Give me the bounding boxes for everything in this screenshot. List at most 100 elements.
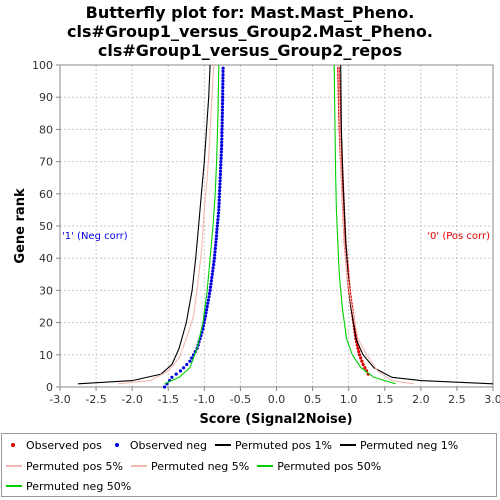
data-point [219,156,223,160]
legend-label: Permuted pos 50% [277,459,382,473]
y-tick-label: 100 [32,59,53,72]
x-tick-label: -1.0 [194,393,215,406]
data-point [214,237,218,241]
data-point [209,282,213,286]
data-point [215,224,219,228]
data-point [215,230,219,234]
legend-label: Permuted neg 1% [360,438,459,452]
data-point [208,285,213,289]
y-tick-label: 60 [39,188,53,201]
data-point [218,176,222,180]
y-tick-label: 40 [39,252,53,265]
data-point [221,73,225,77]
data-point [209,279,213,283]
data-point [220,124,224,128]
y-axis-label: Gene rank [13,188,28,264]
data-point [216,214,220,218]
legend-line-icon [130,461,147,471]
legend-line-icon [6,481,22,491]
series-line-permuted-pos-50 [333,64,396,385]
data-point [211,269,215,273]
data-point [211,266,215,270]
data-point [188,359,192,363]
data-point [221,69,225,73]
data-point [219,147,224,151]
data-point [219,163,223,167]
legend-row-3: Permuted neg 50% [6,477,139,495]
data-point [221,98,225,102]
data-point [214,234,219,238]
data-point [219,150,223,154]
y-tick-label: 30 [39,284,53,297]
x-axis-label: Score (Signal2Noise) [199,412,352,427]
grid-lines [59,64,494,388]
legend-observed-pos: Observed pos [6,439,102,452]
data-point [213,250,217,254]
data-point [203,314,207,318]
axis-ticks: -3.0 -2.5 -2.0 -1.5 -1.0 -0.5 0.0 0.5 1.0 1.5 2.0 2… [32,59,500,406]
legend-permuted-pos-5: Permuted pos 5% [6,460,123,473]
data-point [219,166,223,170]
legend-permuted-neg-1: Permuted neg 1% [340,439,458,452]
legend-row-2: Permuted pos 5% Permuted neg 5% Permuted… [6,457,389,475]
data-point [214,240,218,244]
data-point [356,346,360,350]
data-point [221,66,225,70]
data-point [220,118,224,122]
x-tick-label: -2.5 [85,393,106,406]
legend-permuted-neg-5: Permuted neg 5% [130,460,249,473]
data-point [207,295,211,299]
data-point [185,362,189,367]
y-tick-label: 90 [39,91,53,104]
series-points-observed-pos [337,66,370,376]
data-point [220,102,225,106]
data-point [220,111,224,115]
y-tick-label: 70 [39,156,53,169]
series-layer [77,64,494,389]
data-point [221,79,225,83]
data-point [217,205,221,209]
data-point [205,308,209,312]
x-tick-label: -3.0 [49,393,70,406]
data-point [220,137,224,141]
data-point [357,350,361,354]
data-point [216,221,220,225]
x-tick-label: 1.0 [340,393,358,406]
data-point [213,253,217,257]
data-point [357,353,362,357]
legend-permuted-pos-1: Permuted pos 1% [215,439,332,452]
data-point [360,359,364,363]
data-point [212,259,216,263]
series-line-permuted-neg-1 [77,64,211,385]
legend-label: Permuted pos 5% [26,459,123,473]
legend-permuted-neg-50: Permuted neg 50% [6,480,131,493]
x-tick-label: -0.5 [230,393,251,406]
data-point [217,208,221,212]
x-tick-label: 0.0 [268,393,286,406]
data-point [359,356,363,360]
data-point [219,160,223,164]
data-point [210,275,214,280]
data-point [220,143,224,148]
data-point [217,198,221,202]
series-line-permuted-neg-50 [164,64,220,385]
data-point [207,292,212,296]
legend-dot-icon [6,440,22,450]
y-tick-label: 80 [39,123,53,136]
data-point [220,140,224,144]
neg-corr-label: '1' (Neg corr) [62,231,128,242]
x-tick-label: 2.0 [412,393,430,406]
data-point [221,89,225,93]
data-point [220,131,224,135]
legend-observed-neg: Observed neg [110,439,207,452]
data-point [212,263,216,267]
data-point [213,246,217,251]
data-point [220,134,224,138]
data-point [221,95,225,99]
data-point [220,108,224,112]
data-point [174,372,178,376]
x-tick-label: 2.5 [448,393,466,406]
data-point [163,385,167,389]
chart-title-line-3: cls#Group1_versus_Group2_repos [98,41,402,60]
